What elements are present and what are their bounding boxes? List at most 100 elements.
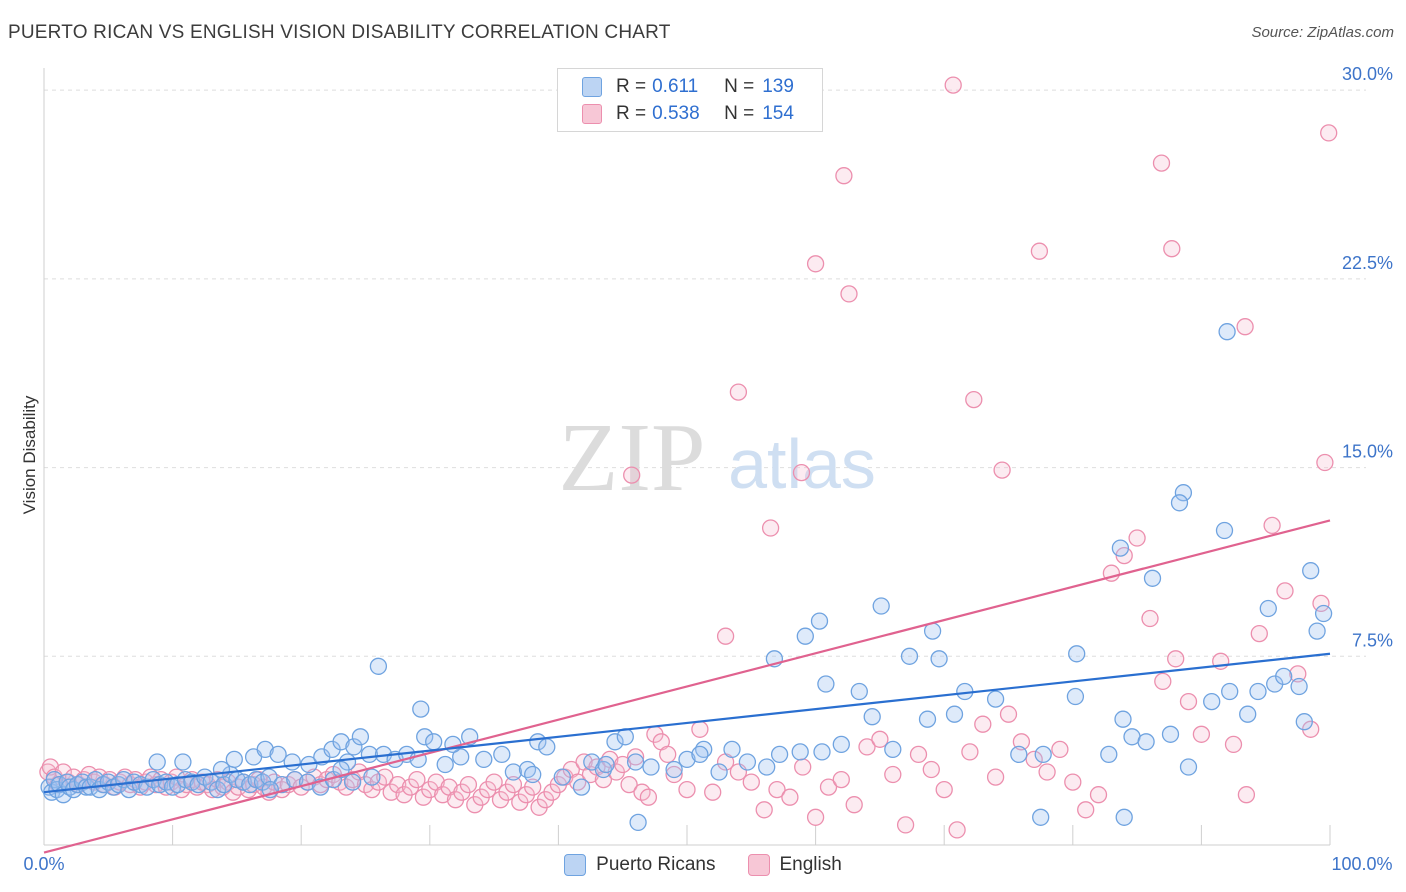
puerto-rican-trend-line [43,652,1331,794]
puerto-rican-point [813,743,831,761]
y-tick-label: 22.5% [1342,253,1393,273]
puerto-rican-point [45,770,63,789]
watermark-zip: ZIP [559,404,706,512]
tick-labels: 7.5% 15.0% 22.5% 30.0% 0.0% 100.0% [23,64,1393,874]
legend-label: Puerto Ricans [596,854,716,875]
watermark: ZIP atlas [559,404,876,512]
puerto-rican-point [1161,725,1180,743]
english-point [974,715,992,733]
english-point [944,76,962,94]
english-point [1179,692,1198,711]
legend-swatch-blue [564,854,587,876]
puerto-rican-point [345,738,363,756]
puerto-rican-point [710,763,728,781]
legend-row-english: R = 0.538 N = 154 [582,101,794,127]
english-point [1064,773,1082,791]
chart-title: PUERTO RICAN VS ENGLISH VISION DISABILIT… [8,22,671,43]
legend-item-puerto-ricans[interactable]: Puerto Ricans [564,854,716,876]
english-point [1237,786,1256,804]
series-legend: Puerto Ricans English [0,852,1406,878]
trend-lines [43,519,1331,854]
puerto-rican-point [412,700,430,718]
puerto-rican-point [810,612,829,630]
puerto-rican-point [629,813,647,832]
legend-n-value: 154 [762,103,794,124]
puerto-rican-point [1295,713,1313,731]
puerto-rican-point [332,733,350,751]
english-point [1167,650,1185,668]
puerto-rican-point [930,650,948,668]
puerto-rican-point [416,728,434,746]
legend-swatch-pink [582,104,602,124]
puerto-rican-point [256,740,274,759]
puerto-rican-point [770,745,789,764]
english-point [935,780,953,799]
puerto-rican-point [363,768,381,786]
english-point [626,748,645,766]
english-point [665,765,683,784]
puerto-rican-point [343,773,362,791]
puerto-rican-point [606,733,624,751]
english-point [835,167,853,185]
puerto-rican-points [40,323,1333,832]
puerto-rican-point [518,760,537,779]
puerto-rican-point [1114,710,1132,728]
puerto-rican-point [538,738,556,756]
puerto-rican-point [678,750,696,769]
puerto-rican-point [174,753,192,771]
english-point [524,778,542,796]
legend-item-english[interactable]: English [747,854,842,876]
english-point [1250,624,1268,643]
english-point [376,768,394,786]
english-point [999,705,1018,723]
puerto-rican-point [1111,539,1130,557]
puerto-rican-point [872,597,890,615]
puerto-rican-point [738,753,757,771]
puerto-rican-point [1068,645,1086,663]
english-point [761,519,780,537]
puerto-rican-point [791,743,809,761]
puerto-rican-point [597,755,615,774]
english-point [742,773,760,791]
puerto-rican-point [1034,745,1052,764]
y-tick-label: 15.0% [1342,442,1393,462]
puerto-rican-point [1203,692,1221,711]
legend-r-value: 0.611 [652,76,699,97]
english-point [678,780,696,799]
legend-n-value: 139 [762,76,794,97]
puerto-rican-point [758,758,776,776]
puerto-rican-point [283,753,301,771]
puerto-rican-point [1239,705,1257,723]
gridlines [44,89,1366,657]
english-point [986,768,1005,786]
english-point [948,821,966,839]
puerto-rican-point [1302,562,1320,580]
puerto-rican-point [1174,484,1193,502]
english-point [1316,453,1334,472]
legend-r-label: R = [616,103,647,124]
puerto-rican-point [369,657,388,675]
english-point [909,745,928,764]
puerto-rican-point [817,675,835,693]
english-point [408,770,426,789]
english-point [922,760,940,779]
puerto-rican-point [626,753,645,771]
english-point [794,758,812,776]
correlation-legend: R = 0.611 N = 139 R = 0.538 N = 154 [557,68,823,132]
english-point [896,816,915,834]
english-point [961,743,979,761]
english-point [623,466,641,484]
puerto-rican-point [436,755,454,774]
english-point [389,775,407,794]
legend-n-label: N = [724,103,755,124]
english-trend-line [43,519,1331,854]
english-point [1025,750,1043,769]
english-point [1030,242,1049,260]
puerto-rican-point [900,647,919,665]
english-point [691,720,709,738]
puerto-rican-point [1170,494,1189,512]
english-point [716,627,735,645]
puerto-rican-point [1100,745,1118,764]
puerto-rican-point [425,733,443,751]
puerto-rican-point [332,760,350,779]
